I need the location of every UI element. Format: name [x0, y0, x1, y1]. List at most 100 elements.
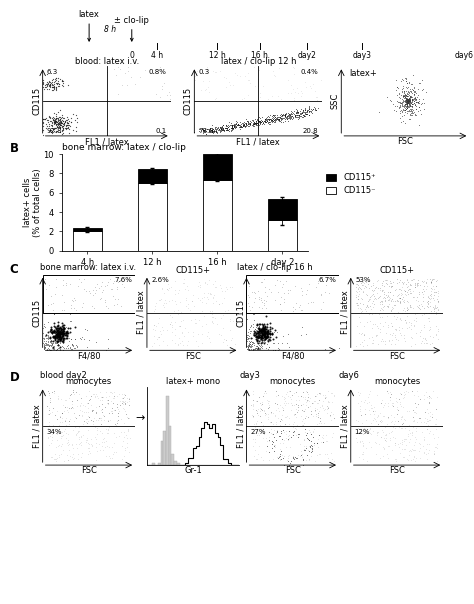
Point	[392, 439, 399, 448]
Point	[401, 103, 408, 113]
Point	[61, 416, 69, 425]
Point	[239, 119, 247, 129]
Point	[84, 449, 92, 459]
Point	[293, 108, 301, 118]
Point	[151, 304, 159, 314]
Point	[40, 336, 48, 346]
Point	[293, 420, 301, 429]
Point	[354, 295, 361, 304]
Point	[400, 110, 408, 120]
Point	[426, 294, 433, 304]
Point	[279, 406, 286, 416]
Point	[404, 82, 412, 92]
Point	[53, 435, 61, 445]
Point	[50, 118, 58, 128]
Point	[174, 339, 182, 349]
Point	[322, 430, 329, 440]
Point	[431, 287, 438, 297]
Point	[306, 442, 314, 451]
Point	[57, 334, 64, 344]
Point	[305, 396, 313, 406]
Point	[363, 302, 370, 312]
Point	[422, 449, 429, 458]
Point	[103, 395, 110, 405]
Point	[309, 104, 317, 114]
Point	[254, 404, 261, 414]
Point	[68, 396, 75, 406]
Point	[405, 87, 412, 97]
Point	[64, 80, 72, 90]
Point	[114, 409, 122, 419]
Point	[248, 400, 255, 410]
Point	[380, 276, 387, 286]
Point	[287, 112, 295, 121]
Point	[42, 82, 50, 92]
Point	[56, 123, 64, 132]
Point	[352, 277, 359, 286]
Point	[397, 421, 404, 431]
Point	[57, 333, 65, 343]
Point	[62, 330, 69, 339]
Point	[403, 95, 410, 105]
Point	[260, 324, 268, 334]
Point	[39, 78, 46, 88]
Point	[310, 79, 317, 89]
Point	[401, 306, 409, 316]
Point	[409, 95, 417, 104]
Point	[70, 340, 77, 350]
Point	[372, 437, 379, 446]
Point	[67, 334, 75, 344]
Point	[404, 96, 412, 106]
Point	[270, 432, 277, 442]
Point	[261, 331, 269, 341]
Point	[291, 426, 298, 436]
Point	[246, 120, 254, 130]
Point	[390, 300, 397, 310]
Point	[412, 453, 419, 463]
Point	[432, 287, 440, 297]
Point	[268, 328, 275, 338]
Point	[407, 446, 415, 456]
Point	[284, 329, 292, 338]
Point	[312, 391, 320, 401]
Point	[312, 283, 319, 292]
Point	[385, 281, 393, 291]
Point	[59, 330, 67, 340]
Point	[219, 124, 226, 134]
Point	[52, 115, 59, 124]
Point	[425, 391, 433, 400]
Point	[402, 434, 410, 444]
Point	[411, 100, 419, 110]
Point	[268, 117, 276, 126]
Point	[228, 120, 236, 130]
Point	[305, 106, 313, 115]
Point	[52, 338, 59, 348]
Point	[384, 442, 392, 451]
Point	[54, 331, 62, 341]
Point	[209, 316, 216, 326]
Point	[284, 76, 292, 85]
Point	[367, 304, 374, 313]
Point	[226, 121, 233, 131]
Point	[283, 114, 291, 123]
Point	[374, 275, 382, 284]
Point	[379, 286, 387, 295]
Point	[369, 338, 377, 348]
Point	[319, 437, 327, 446]
Point	[403, 98, 410, 108]
Point	[405, 97, 412, 107]
Point	[256, 341, 264, 351]
Point	[53, 330, 61, 340]
Point	[189, 327, 196, 337]
Point	[302, 431, 310, 440]
Point	[425, 325, 433, 335]
Point	[206, 307, 214, 317]
Point	[374, 283, 382, 293]
Point	[55, 115, 62, 125]
Point	[164, 325, 171, 335]
Point	[388, 318, 395, 328]
Point	[277, 109, 285, 118]
Point	[60, 335, 67, 344]
Point	[209, 126, 217, 136]
Point	[258, 325, 265, 335]
